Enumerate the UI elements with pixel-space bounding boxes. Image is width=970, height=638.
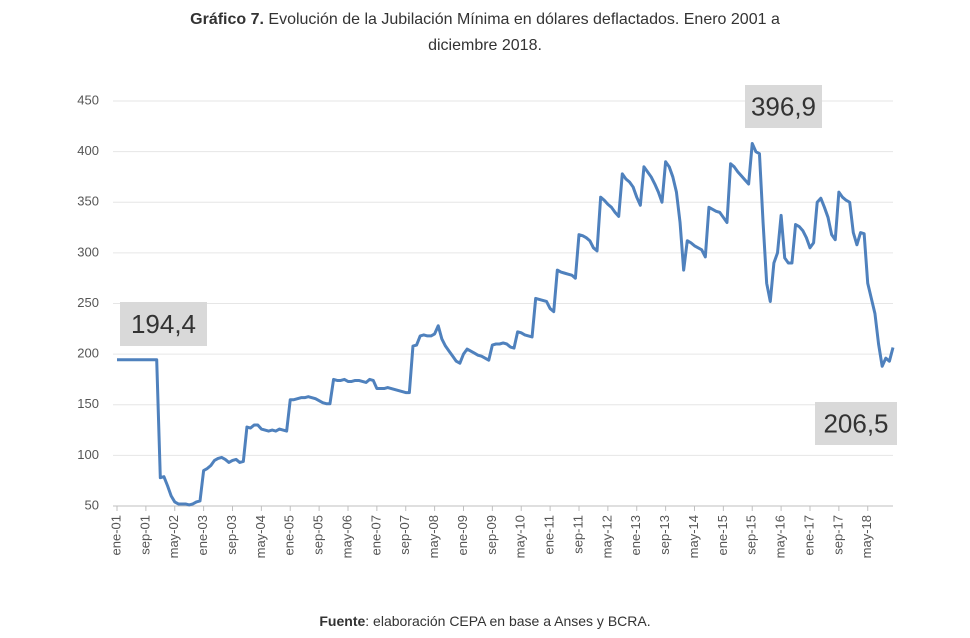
x-tick-label: sep-03 [224,515,239,555]
x-tick-label: sep-17 [830,515,845,555]
x-tick-label: may-18 [859,515,874,558]
title-bold: Gráfico 7. [190,11,264,28]
y-tick-label: 450 [77,92,99,107]
y-tick-label: 100 [77,447,99,462]
y-tick-label: 300 [77,244,99,259]
annotation: 396,9 [751,91,816,121]
x-tick-label: may-02 [166,515,181,558]
x-tick-label: may-08 [426,515,441,558]
x-tick-label: may-10 [513,515,528,558]
x-tick-label: sep-05 [311,515,326,555]
x-tick-label: sep-15 [744,515,759,555]
x-tick-label: may-12 [599,515,614,558]
y-tick-label: 50 [85,497,99,512]
annotation-box [745,85,822,128]
x-tick-label: may-14 [686,515,701,558]
x-tick-label: ene-17 [801,515,816,555]
annotation-box [815,402,897,445]
x-tick-label: ene-03 [195,515,210,555]
x-tick-label: may-06 [339,515,354,558]
x-tick-label: may-16 [773,515,788,558]
x-tick-label: sep-09 [484,515,499,555]
x-tick-label: sep-07 [397,515,412,555]
x-tick-label: ene-09 [455,515,470,555]
y-tick-label: 200 [77,346,99,361]
y-tick-label: 350 [77,194,99,209]
chart-title-line2: diciembre 2018. [428,37,542,54]
source: Fuente: elaboración CEPA en base a Anses… [319,613,650,629]
data-line [117,142,895,507]
y-tick-label: 400 [77,143,99,158]
x-tick-label: ene-15 [715,515,730,555]
y-tick-label: 250 [77,295,99,310]
chart-title: Gráfico 7. Evolución de la Jubilación Mí… [190,11,780,28]
annotation: 194,4 [131,309,196,339]
x-tick-label: sep-11 [570,515,585,554]
x-tick-label: ene-05 [282,515,297,555]
x-tick-label: ene-11 [542,515,557,555]
x-tick-label: ene-07 [368,515,383,555]
annotation: 206,5 [823,408,888,438]
x-tick-label: may-04 [253,515,268,558]
source-text: : elaboración CEPA en base a Anses y BCR… [365,613,650,629]
title-text: Evolución de la Jubilación Mínima en dól… [268,11,780,28]
source-bold: Fuente [319,613,365,629]
x-tick-label: ene-13 [628,515,643,555]
annotation-box [120,302,207,346]
y-tick-label: 150 [77,396,99,411]
x-tick-label: sep-01 [137,515,152,555]
x-tick-label: ene-01 [108,515,123,555]
x-tick-label: sep-13 [657,515,672,555]
